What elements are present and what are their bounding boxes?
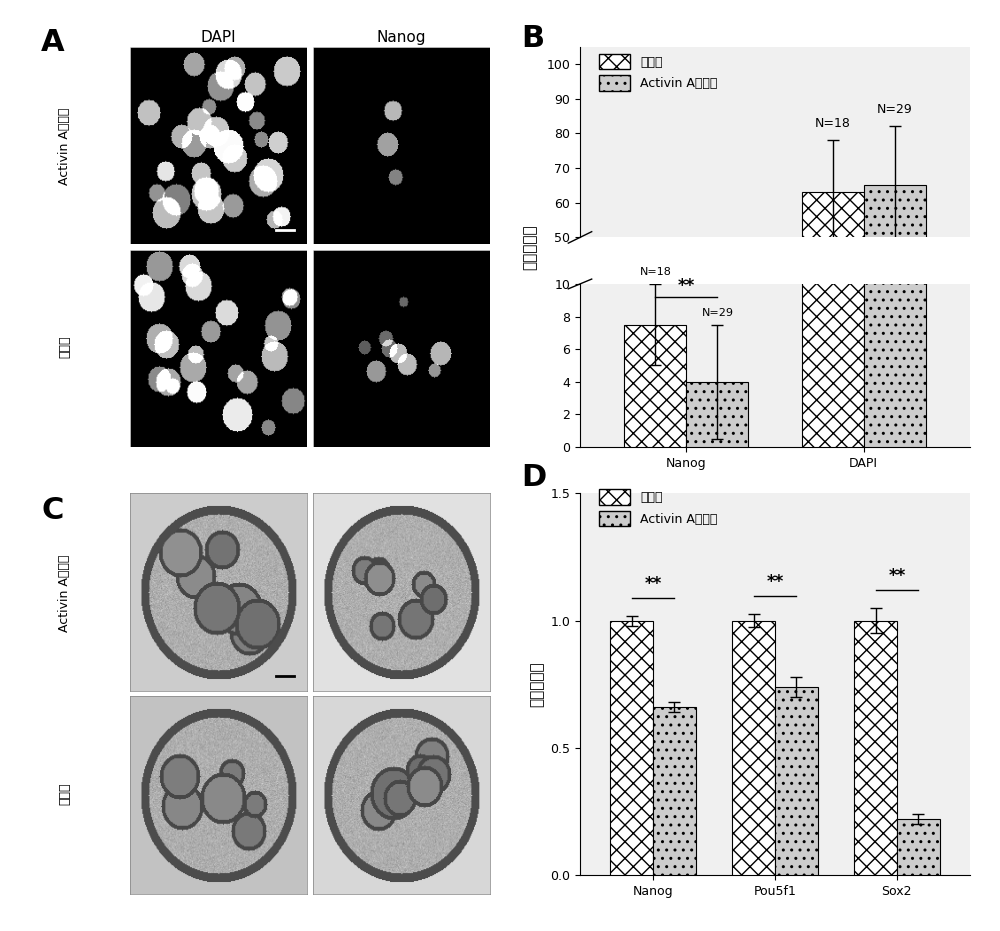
Text: B: B bbox=[522, 23, 545, 53]
Bar bbox=[624, 385, 686, 411]
Text: **: ** bbox=[678, 277, 695, 294]
Bar bbox=[802, 193, 864, 411]
Bar bbox=[864, 185, 926, 411]
Bar bbox=[610, 621, 653, 875]
Bar bbox=[686, 397, 748, 411]
Text: C: C bbox=[41, 496, 64, 525]
Text: N=29: N=29 bbox=[701, 308, 733, 318]
Legend: 对照组, Activin A处理组: 对照组, Activin A处理组 bbox=[594, 49, 723, 96]
Text: Activin A处理组: Activin A处理组 bbox=[58, 108, 72, 185]
Text: A: A bbox=[41, 28, 65, 57]
Legend: 对照组, Activin A处理组: 对照组, Activin A处理组 bbox=[594, 484, 723, 532]
Title: DAPI: DAPI bbox=[201, 31, 236, 46]
Bar bbox=[802, 0, 864, 447]
Text: **: ** bbox=[766, 573, 784, 591]
Text: Activin A处理组: Activin A处理组 bbox=[58, 555, 72, 632]
Bar bbox=[897, 819, 940, 875]
Bar bbox=[775, 687, 818, 875]
Text: **: ** bbox=[888, 567, 906, 585]
Bar bbox=[854, 621, 897, 875]
Text: N=18: N=18 bbox=[639, 267, 671, 277]
Text: N=29: N=29 bbox=[877, 103, 913, 116]
Title: Nanog: Nanog bbox=[377, 31, 426, 46]
Y-axis label: 相对表达量: 相对表达量 bbox=[530, 661, 545, 708]
Bar bbox=[732, 621, 775, 875]
Bar bbox=[864, 0, 926, 447]
Text: 对照组: 对照组 bbox=[58, 782, 72, 805]
Text: D: D bbox=[522, 463, 547, 492]
Text: **: ** bbox=[644, 574, 662, 593]
Text: 对照组: 对照组 bbox=[58, 335, 72, 358]
Text: N=18: N=18 bbox=[815, 116, 851, 129]
Bar bbox=[624, 325, 686, 447]
Bar bbox=[653, 708, 696, 875]
Bar bbox=[686, 382, 748, 447]
Text: 细胞平均数: 细胞平均数 bbox=[522, 223, 537, 270]
